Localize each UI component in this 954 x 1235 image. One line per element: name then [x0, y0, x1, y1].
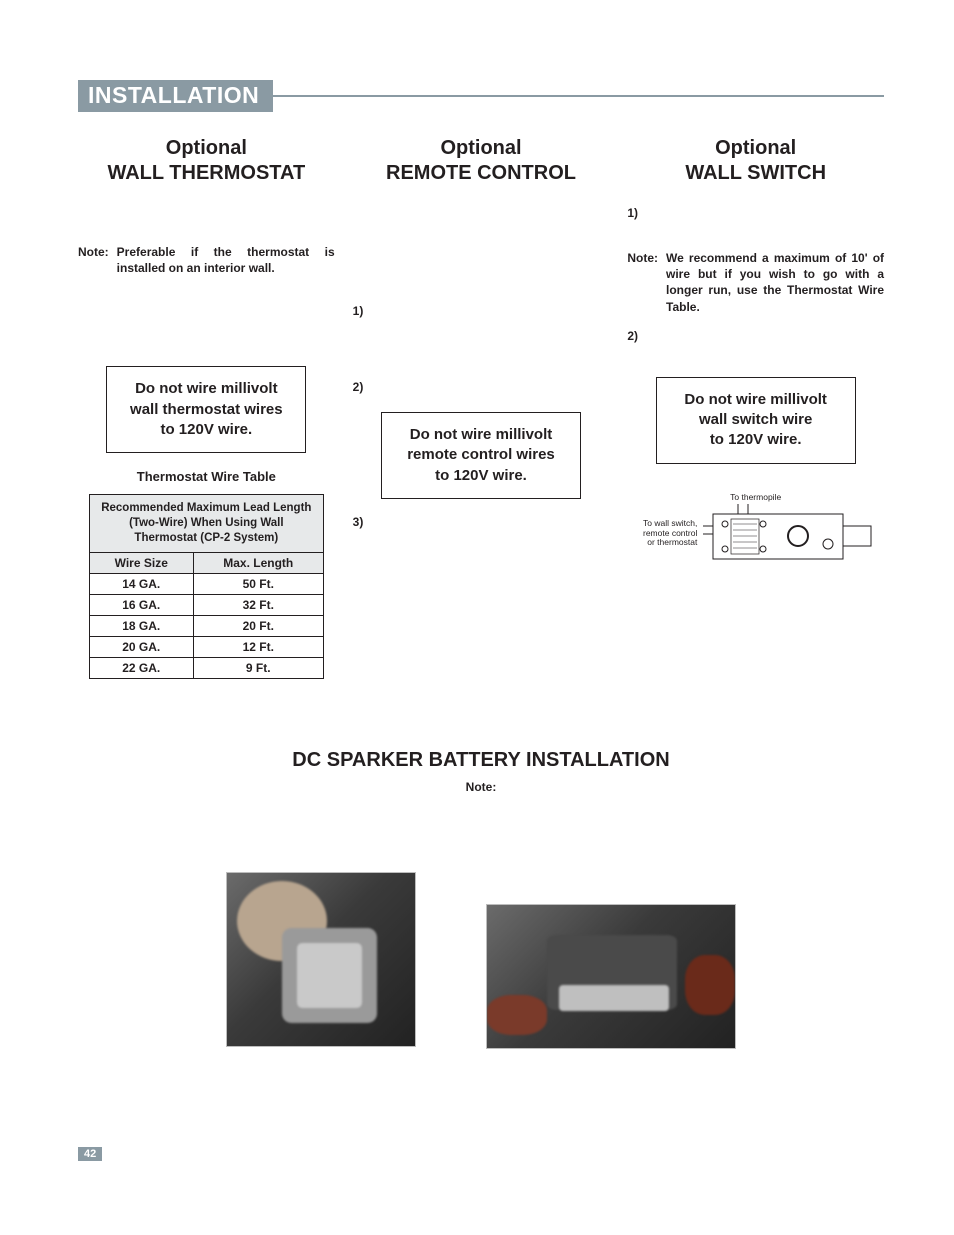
sparker-photos [78, 872, 884, 1049]
wiring-diagram: To thermopile To wall switch, remote con… [627, 492, 884, 564]
warning-line: to 120V wire. [160, 421, 252, 438]
remote-step-1: 1) [353, 304, 610, 318]
cell-size: 20 GA. [89, 636, 193, 657]
warning-line: Do not wire millivolt [684, 391, 827, 408]
switch-title-line2: WALL SWITCH [685, 162, 826, 184]
remote-step-2: 2) [353, 380, 610, 394]
section-title: INSTALLATION [78, 80, 273, 112]
remote-warning-box: Do not wire millivolt remote control wir… [381, 412, 581, 499]
wire-table-header-title: Recommended Maximum Lead Length (Two-Wir… [89, 495, 323, 553]
cell-size: 18 GA. [89, 615, 193, 636]
sparker-photo-2 [486, 904, 736, 1049]
note-label: Note: [627, 250, 666, 315]
column-thermostat: Optional WALL THERMOSTAT Note: Preferabl… [78, 128, 335, 679]
table-row: 16 GA.32 Ft. [89, 594, 323, 615]
switch-step-1: 1) [627, 206, 884, 220]
note-label: Note: [78, 244, 117, 276]
cell-size: 16 GA. [89, 594, 193, 615]
cell-len: 20 Ft. [193, 615, 323, 636]
warning-line: remote control wires [407, 446, 555, 463]
warning-line: Do not wire millivolt [135, 380, 278, 397]
switch-title-line1: Optional [715, 137, 796, 159]
thermostat-title-line2: WALL THERMOSTAT [107, 162, 305, 184]
thermostat-title-line1: Optional [166, 137, 247, 159]
warning-line: wall thermostat wires [130, 401, 283, 418]
table-row: 18 GA.20 Ft. [89, 615, 323, 636]
warning-line: to 120V wire. [710, 431, 802, 448]
table-row: 22 GA.9 Ft. [89, 657, 323, 678]
diagram-side-l3: or thermostat [647, 537, 697, 547]
three-column-layout: Optional WALL THERMOSTAT Note: Preferabl… [78, 128, 884, 679]
table-row: 20 GA.12 Ft. [89, 636, 323, 657]
step-number: 1) [353, 304, 375, 318]
wire-table: Recommended Maximum Lead Length (Two-Wir… [89, 494, 324, 679]
note-text: Preferable if the thermostat is installe… [117, 244, 335, 276]
switch-title: Optional WALL SWITCH [627, 136, 884, 186]
remote-title-line1: Optional [440, 137, 521, 159]
column-switch: Optional WALL SWITCH 1) Note: We recomme… [627, 128, 884, 679]
remote-title: Optional REMOTE CONTROL [353, 136, 610, 186]
step-number: 1) [627, 206, 649, 220]
step-number: 2) [353, 380, 375, 394]
cell-size: 14 GA. [89, 573, 193, 594]
page-number: 42 [78, 1147, 102, 1161]
switch-note: Note: We recommend a maximum of 10' of w… [627, 250, 884, 315]
sparker-photo-1 [226, 872, 416, 1047]
wire-table-col2: Max. Length [193, 552, 323, 573]
note-text: We recommend a maximum of 10' of wire bu… [666, 250, 884, 315]
sparker-section: DC SPARKER BATTERY INSTALLATION Note: [78, 749, 884, 1049]
diagram-side-label: To wall switch, remote control or thermo… [627, 519, 697, 547]
cell-len: 32 Ft. [193, 594, 323, 615]
page: INSTALLATION Optional WALL THERMOSTAT No… [0, 0, 954, 1235]
warning-line: Do not wire millivolt [410, 426, 553, 443]
step-number: 2) [627, 329, 649, 343]
diagram-top-label: To thermopile [627, 492, 884, 502]
column-remote: Optional REMOTE CONTROL 1) 2) Do not wir… [353, 128, 610, 679]
remote-step-3: 3) [353, 515, 610, 529]
thermostat-note: Note: Preferable if the thermostat is in… [78, 244, 335, 276]
cell-len: 12 Ft. [193, 636, 323, 657]
wire-table-header-l3: Thermostat (CP-2 System) [134, 532, 278, 544]
cell-size: 22 GA. [89, 657, 193, 678]
switch-step-2: 2) [627, 329, 884, 343]
section-header: INSTALLATION [78, 80, 884, 110]
wire-table-col1: Wire Size [89, 552, 193, 573]
table-row: 14 GA.50 Ft. [89, 573, 323, 594]
cell-len: 50 Ft. [193, 573, 323, 594]
warning-line: wall switch wire [699, 411, 812, 428]
sparker-note-label: Note: [78, 780, 884, 794]
wire-table-title: Thermostat Wire Table [78, 469, 335, 484]
thermostat-title: Optional WALL THERMOSTAT [78, 136, 335, 186]
switch-warning-box: Do not wire millivolt wall switch wire t… [656, 377, 856, 464]
sparker-heading: DC SPARKER BATTERY INSTALLATION [78, 749, 884, 772]
thermostat-warning-box: Do not wire millivolt wall thermostat wi… [106, 366, 306, 453]
remote-title-line2: REMOTE CONTROL [386, 162, 576, 184]
wire-table-header-l2: (Two-Wire) When Using Wall [129, 517, 284, 529]
valve-diagram-icon [703, 504, 873, 564]
wire-table-header-l1: Recommended Maximum Lead Length [101, 502, 311, 514]
warning-line: to 120V wire. [435, 467, 527, 484]
cell-len: 9 Ft. [193, 657, 323, 678]
step-number: 3) [353, 515, 375, 529]
